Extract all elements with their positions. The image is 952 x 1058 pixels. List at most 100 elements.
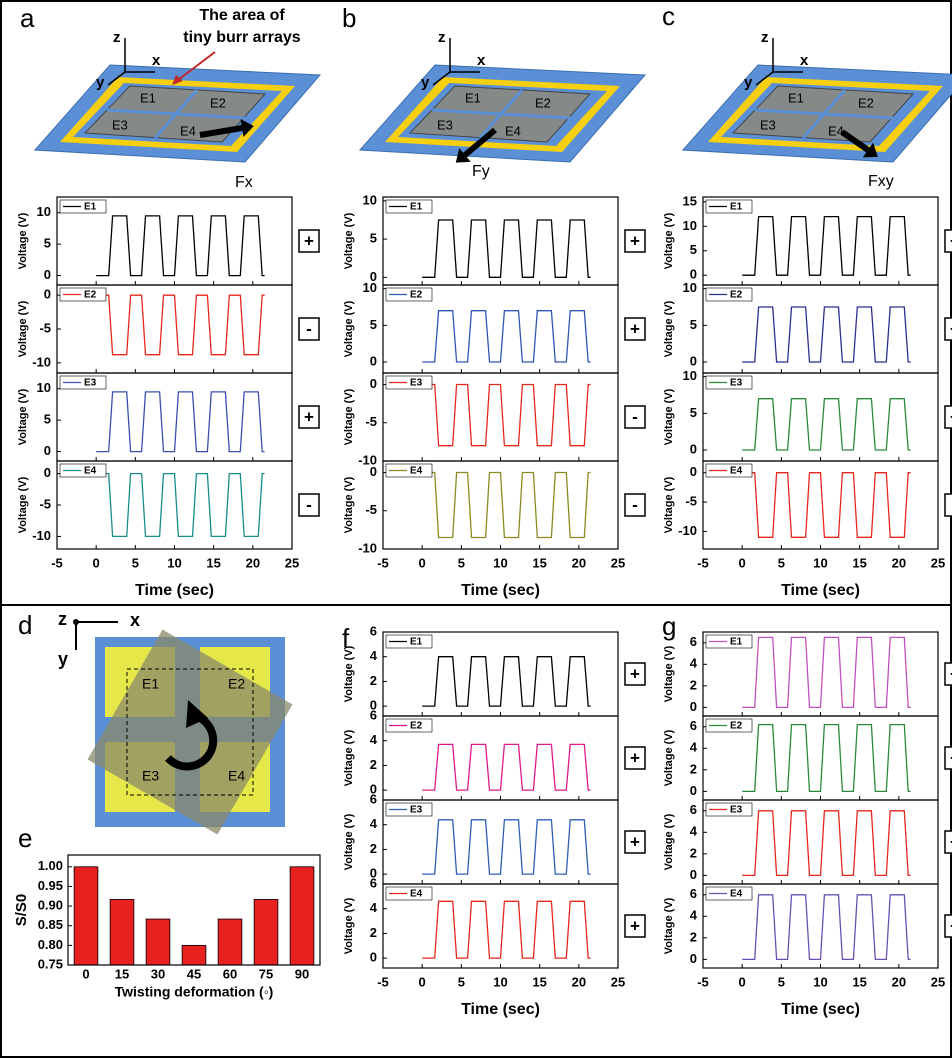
- y-axis-title: Voltage (V): [663, 300, 675, 357]
- y-tick-label: -5: [365, 502, 377, 517]
- panel-label: e: [18, 823, 32, 853]
- x-tick-label: 25: [611, 555, 625, 570]
- axis-letter: x: [130, 610, 140, 630]
- x-axis-title: Time (sec): [461, 1001, 540, 1018]
- bar: [110, 899, 134, 965]
- x-axis-title: Time (sec): [781, 1001, 860, 1018]
- y-tick-label: 4: [690, 740, 698, 755]
- y-tick-label: 6: [690, 886, 697, 901]
- y-tick-label: 0: [690, 951, 697, 966]
- panel-label: b: [342, 3, 356, 33]
- electrode-label: E4: [828, 123, 844, 138]
- x-tick-label: 5: [778, 555, 785, 570]
- y-tick-label: 5: [690, 317, 697, 332]
- y-tick-label: 0.95: [38, 878, 63, 893]
- sign-label: -: [632, 495, 638, 514]
- y-tick-label: 4: [690, 908, 698, 923]
- y-tick-label: 0: [44, 465, 51, 480]
- sign-label: +: [630, 319, 640, 338]
- bar: [218, 919, 242, 965]
- voltage-trace: [742, 217, 910, 276]
- voltage-trace: [422, 220, 590, 277]
- y-axis-title: Voltage (V): [663, 476, 675, 533]
- y-tick-label: 0.90: [38, 898, 63, 913]
- sign-box: [945, 494, 952, 516]
- legend-label: E4: [410, 466, 423, 477]
- y-tick-label: -10: [678, 523, 697, 538]
- electrode-label: E4: [228, 768, 245, 784]
- x-tick-label: 20: [892, 555, 906, 570]
- bar: [182, 945, 206, 965]
- y-axis-title: Voltage (V): [343, 897, 355, 954]
- x-tick-label: 60: [223, 966, 237, 981]
- y-axis-title: Voltage (V): [17, 300, 29, 357]
- x-tick-label: -5: [377, 555, 389, 570]
- y-axis-title: Voltage (V): [17, 476, 29, 533]
- y-tick-label: 5: [44, 236, 51, 251]
- y-tick-label: -5: [39, 496, 51, 511]
- x-axis-title: Time (sec): [461, 582, 540, 599]
- electrode-label: E2: [228, 676, 245, 692]
- x-tick-label: 15: [532, 555, 546, 570]
- electrode-label: E3: [142, 768, 159, 784]
- y-tick-label: 4: [370, 648, 378, 663]
- y-tick-label: 5: [370, 231, 377, 246]
- voltage-trace: [422, 311, 590, 362]
- legend-label: E3: [410, 378, 423, 389]
- x-axis-title: Twisting deformation (◦): [115, 984, 274, 1000]
- legend-label: E1: [730, 202, 743, 213]
- y-tick-label: 2: [370, 841, 377, 856]
- voltage-trace: [742, 307, 910, 362]
- voltage-trace: [96, 216, 264, 276]
- voltage-trace: [96, 392, 264, 452]
- electrode-label: E4: [180, 123, 196, 138]
- y-tick-label: 2: [370, 925, 377, 940]
- sign-label: -: [306, 495, 312, 514]
- y-tick-label: 0: [370, 353, 377, 368]
- y-tick-label: 4: [370, 816, 378, 831]
- y-tick-label: 0: [370, 376, 377, 391]
- voltage-trace: [742, 399, 910, 450]
- sign-label: +: [304, 231, 314, 250]
- y-tick-label: 0: [690, 867, 697, 882]
- y-tick-label: 10: [683, 280, 697, 295]
- y-tick-label: 1.00: [38, 858, 63, 873]
- legend-label: E2: [410, 721, 423, 732]
- x-tick-label: -5: [51, 555, 63, 570]
- legend-label: E4: [410, 889, 423, 900]
- y-tick-label: 0: [44, 267, 51, 282]
- x-tick-label: 25: [611, 974, 625, 989]
- y-axis-title: Voltage (V): [663, 729, 675, 786]
- y-tick-label: 0: [44, 443, 51, 458]
- y-tick-label: 10: [37, 380, 51, 395]
- legend-label: E3: [730, 378, 743, 389]
- legend-label: E4: [730, 889, 743, 900]
- x-axis-title: Time (sec): [781, 582, 860, 599]
- x-tick-label: 25: [931, 974, 945, 989]
- y-tick-label: -5: [685, 494, 697, 509]
- x-tick-label: 0: [419, 974, 426, 989]
- y-tick-label: 0.75: [38, 956, 63, 971]
- electrode-label: E2: [535, 95, 551, 110]
- legend-label: E1: [410, 202, 423, 213]
- x-tick-label: 5: [132, 555, 139, 570]
- legend-label: E2: [730, 290, 743, 301]
- y-tick-label: 0: [44, 287, 51, 302]
- panel-label: d: [18, 610, 32, 640]
- y-axis-title: Voltage (V): [343, 813, 355, 870]
- electrode-label: E2: [210, 95, 226, 110]
- y-tick-label: 10: [37, 204, 51, 219]
- electrode-label: E3: [112, 117, 128, 132]
- y-axis-title: Voltage (V): [663, 212, 675, 269]
- y-tick-label: 0.80: [38, 937, 63, 952]
- voltage-trace: [422, 901, 590, 958]
- voltage-trace: [96, 474, 264, 537]
- y-tick-label: -10: [358, 540, 377, 555]
- sign-label: +: [630, 916, 640, 935]
- legend-label: E3: [730, 805, 743, 816]
- legend-label: E2: [410, 290, 423, 301]
- y-tick-label: 0: [690, 464, 697, 479]
- y-axis-title: Voltage (V): [343, 645, 355, 702]
- y-tick-label: 6: [690, 634, 697, 649]
- y-tick-label: 0: [370, 950, 377, 965]
